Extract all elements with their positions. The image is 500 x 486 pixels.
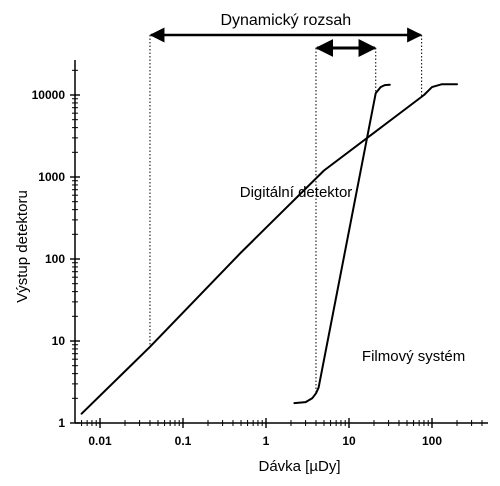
film-system-label: Filmový systém [362, 348, 465, 365]
y-tick-label: 100 [45, 252, 65, 266]
x-tick-label: 1 [263, 434, 270, 448]
series-layer [80, 83, 458, 415]
chart-title: Dynamický rozsah [220, 12, 351, 29]
x-axis-title: Dávka [µDy] [259, 458, 341, 475]
dynamic-range-guides [149, 27, 423, 394]
x-axis-ticks: 0.01 0.1 1 10 100 [81, 418, 483, 448]
film-system-line [293, 83, 391, 405]
y-tick-label: 10 [52, 334, 66, 348]
digital-detector-label: Digitální detektor [240, 184, 353, 201]
x-tick-label: 0.1 [175, 434, 192, 448]
plot-frame [74, 60, 488, 424]
x-tick-label: 0.01 [88, 434, 112, 448]
digital-detector-line [80, 83, 458, 415]
y-tick-label: 10000 [32, 88, 66, 102]
y-tick-label: 1 [58, 416, 65, 430]
y-axis-title: Výstup detektoru [14, 190, 31, 303]
annotations: Digitální detektor Filmový systém [240, 184, 466, 365]
x-tick-label: 100 [422, 434, 442, 448]
x-tick-label: 10 [342, 434, 356, 448]
y-tick-label: 1000 [38, 170, 65, 184]
y-axis-ticks: 1 10 100 1000 10000 [32, 69, 80, 430]
